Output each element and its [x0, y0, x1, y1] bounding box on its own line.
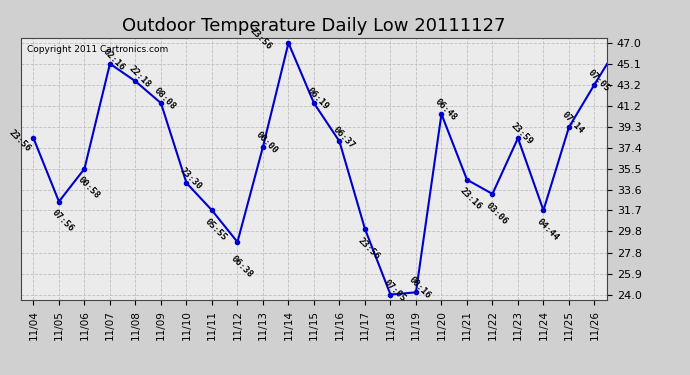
- Text: 07:56: 07:56: [50, 209, 76, 234]
- Title: Outdoor Temperature Daily Low 20111127: Outdoor Temperature Daily Low 20111127: [122, 16, 506, 34]
- Text: 06:48: 06:48: [433, 97, 458, 123]
- Text: 23:56: 23:56: [248, 26, 273, 51]
- Text: 00:00: 00:00: [255, 130, 280, 155]
- Text: 23:56: 23:56: [7, 128, 32, 154]
- Text: Copyright 2011 Cartronics.com: Copyright 2011 Cartronics.com: [26, 45, 168, 54]
- Text: 06:38: 06:38: [229, 254, 255, 280]
- Text: 07:14: 07:14: [560, 110, 586, 136]
- Text: 07:05: 07:05: [382, 278, 407, 303]
- Text: 07:05: 07:05: [586, 68, 611, 93]
- Text: 22:18: 22:18: [127, 64, 152, 90]
- Text: 23:30: 23:30: [178, 166, 204, 192]
- Text: 05:55: 05:55: [204, 217, 229, 243]
- Text: 23:56: 23:56: [357, 236, 382, 261]
- Text: 23:59: 23:59: [509, 121, 535, 147]
- Text: 05:32: 05:32: [0, 374, 1, 375]
- Text: 06:19: 06:19: [306, 86, 331, 112]
- Text: 04:44: 04:44: [535, 217, 560, 243]
- Text: 00:16: 00:16: [407, 276, 433, 301]
- Text: 08:08: 08:08: [152, 86, 178, 112]
- Text: 03:06: 03:06: [484, 201, 509, 226]
- Text: 02:16: 02:16: [101, 47, 127, 72]
- Text: 23:16: 23:16: [458, 186, 484, 212]
- Text: 06:37: 06:37: [331, 124, 356, 150]
- Text: 00:58: 00:58: [76, 176, 101, 201]
